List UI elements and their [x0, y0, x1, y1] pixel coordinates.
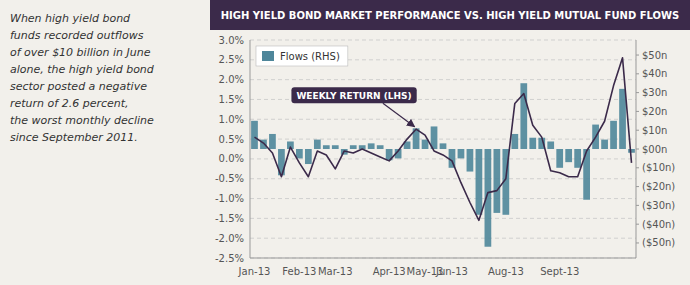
- bar: [314, 140, 321, 149]
- grid-line: [250, 40, 636, 41]
- y2-tick-label: $20n: [642, 106, 667, 117]
- bar: [493, 149, 500, 213]
- subtitle-line: sector posted a negative: [10, 80, 147, 93]
- subtitle-line: of over $10 billion in June: [10, 46, 151, 59]
- subtitle-line: funds recorded outflows: [10, 29, 144, 42]
- bar: [350, 145, 357, 149]
- y2-tick-label: $10n: [642, 125, 667, 136]
- grid: [250, 40, 636, 258]
- subtitle: When high yield bond funds recorded outfl…: [10, 12, 155, 144]
- title-bar: [210, 0, 690, 30]
- y2-tick-label: $40n: [642, 68, 667, 79]
- legend: Flows (RHS): [256, 46, 348, 66]
- chart: When high yield bond funds recorded outfl…: [0, 0, 690, 285]
- y-tick-label: -2.5%: [215, 253, 244, 264]
- y2-tick-label: $00n: [642, 144, 667, 155]
- bar: [619, 89, 626, 149]
- line: [254, 58, 631, 221]
- y2-tick-label: ($30n): [642, 200, 675, 211]
- subtitle-line: the worst monthly decline: [10, 114, 154, 127]
- x-tick-label: Sept-13: [540, 266, 579, 277]
- y2-tick-label: ($40n): [642, 219, 675, 230]
- y2-tick-label: $50n: [642, 50, 667, 61]
- bar: [269, 134, 276, 149]
- annotation: WEEKLY RETURN (LHS): [291, 87, 416, 127]
- x-tick-label: Apr-13: [373, 266, 406, 277]
- y-tick-label: 1.5%: [219, 94, 244, 105]
- grid-line: [250, 178, 636, 179]
- x-tick-label: Jun-13: [435, 266, 468, 277]
- bar: [556, 149, 563, 168]
- bar: [565, 149, 572, 162]
- bar: [628, 149, 635, 153]
- x-tick-label: Feb-13: [282, 266, 316, 277]
- bar: [601, 140, 608, 149]
- y-tick-label: 0.0%: [219, 153, 244, 164]
- grid-line: [250, 198, 636, 199]
- y-tick-label: 1.0%: [219, 114, 244, 125]
- y-tick-label: -0.5%: [215, 173, 244, 184]
- title: HIGH YIELD BOND MARKET PERFORMANCE VS. H…: [221, 10, 680, 21]
- y2-tick-label: ($20n): [642, 181, 675, 192]
- subtitle-line: alone, the high yield bond: [10, 63, 155, 76]
- grid-line: [250, 258, 636, 259]
- legend-swatch: [262, 51, 274, 61]
- y-axis-line: [250, 40, 251, 258]
- y-tick-label: 0.5%: [219, 134, 244, 145]
- legend-frame: [256, 46, 348, 66]
- y2-tick-label: ($10n): [642, 162, 675, 173]
- plot-area: [251, 58, 635, 247]
- grid-line: [250, 238, 636, 239]
- x-tick-label: Jan-13: [238, 266, 271, 277]
- bar: [323, 145, 330, 149]
- x-axis-line: [250, 258, 636, 259]
- y-tick-label: -1.5%: [215, 213, 244, 224]
- bar: [332, 145, 339, 149]
- y2-tick-label: ($50n): [642, 237, 675, 248]
- x-tick-label: Aug-13: [488, 266, 524, 277]
- y-tick-label: 2.5%: [219, 54, 244, 65]
- bar: [511, 134, 518, 149]
- bar: [440, 143, 447, 149]
- y2-axis-line: [636, 40, 637, 258]
- y-tick-label: 3.0%: [219, 35, 244, 46]
- annotation-text: WEEKLY RETURN (LHS): [296, 91, 411, 101]
- bar: [305, 149, 312, 164]
- annotation-arrow: [383, 103, 415, 127]
- bar: [529, 138, 536, 149]
- annotation-box: [291, 87, 416, 103]
- y-tick-label: 2.0%: [219, 74, 244, 85]
- grid-line: [250, 139, 636, 140]
- subtitle-line: return of 2.6 percent,: [10, 97, 129, 110]
- bar: [467, 149, 474, 172]
- grid-line: [250, 79, 636, 80]
- grid-line: [250, 218, 636, 219]
- bar: [458, 149, 465, 158]
- bar: [296, 149, 303, 158]
- bar: [610, 121, 617, 149]
- bar: [574, 149, 581, 168]
- bar: [422, 140, 429, 149]
- bar: [547, 141, 554, 149]
- background: [0, 0, 690, 285]
- y2-tick-label: $30n: [642, 87, 667, 98]
- bar: [251, 121, 258, 149]
- y-tick-label: -2.0%: [215, 233, 244, 244]
- bar: [476, 149, 483, 215]
- y-tick-label: -1.0%: [215, 193, 244, 204]
- subtitle-line: When high yield bond: [10, 12, 131, 25]
- bar: [368, 143, 375, 149]
- grid-line: [250, 119, 636, 120]
- bar: [377, 145, 384, 149]
- legend-label: Flows (RHS): [280, 51, 340, 62]
- subtitle-line: since September 2011.: [10, 131, 138, 144]
- x-tick-label: Mar-13: [318, 266, 353, 277]
